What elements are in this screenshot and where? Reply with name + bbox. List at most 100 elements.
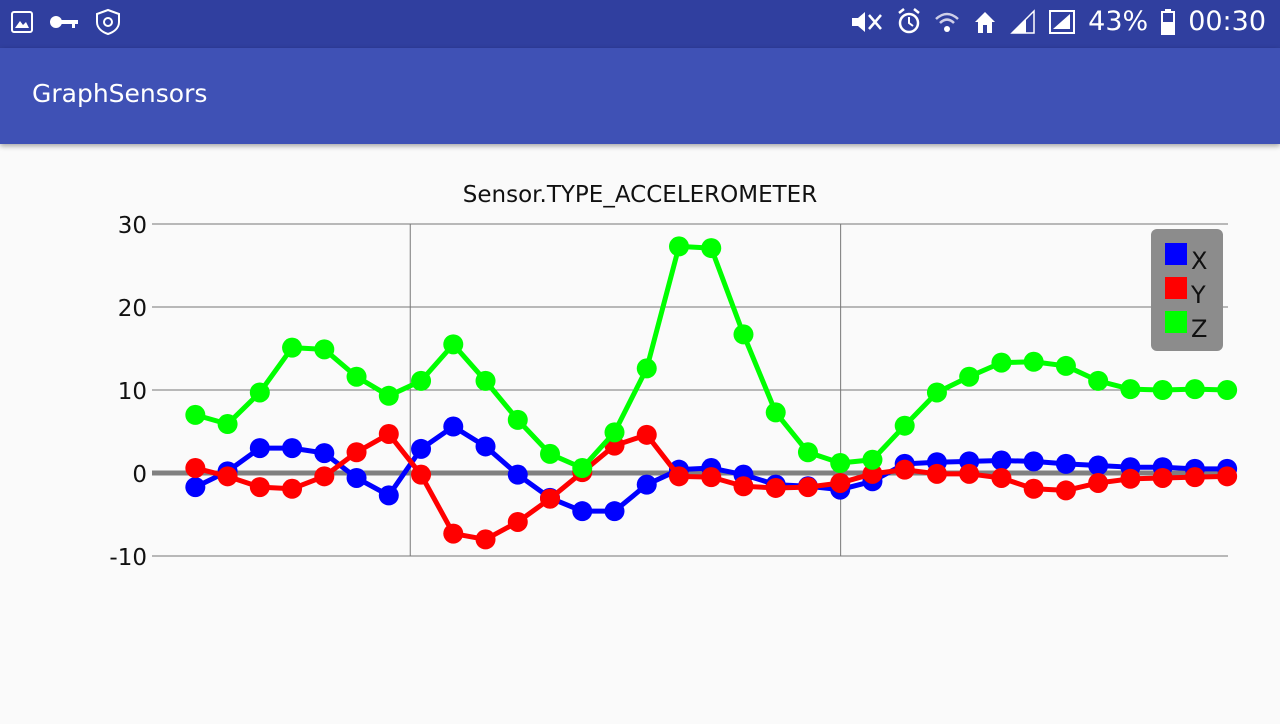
data-point (1217, 380, 1238, 400)
data-point (217, 466, 238, 487)
data-point (475, 529, 496, 550)
data-point (1023, 451, 1044, 472)
key-icon (50, 16, 78, 28)
data-point (540, 488, 561, 509)
grid (152, 223, 1228, 557)
data-point (894, 459, 915, 480)
data-point (894, 415, 915, 436)
data-point (411, 464, 432, 485)
battery-percent: 43% (1088, 6, 1149, 37)
data-point (443, 416, 464, 437)
data-point (668, 466, 689, 487)
data-point (959, 463, 980, 484)
data-point (475, 370, 496, 391)
data-point (185, 404, 206, 425)
legend-label: X (1191, 247, 1207, 275)
data-point (1055, 355, 1076, 376)
data-point (733, 476, 754, 497)
data-point (926, 382, 947, 403)
status-right-icons: 43% 00:30 (848, 6, 1266, 37)
data-point (185, 458, 206, 479)
series-z (185, 236, 1238, 479)
series-layer (185, 236, 1238, 550)
app-bar: GraphSensors (0, 48, 1280, 144)
data-point (282, 337, 303, 358)
data-point (346, 442, 367, 463)
series-y (185, 423, 1238, 550)
data-point (314, 339, 335, 360)
data-point (1023, 351, 1044, 372)
data-point (411, 438, 432, 459)
data-point (507, 464, 528, 485)
data-point (249, 438, 270, 459)
y-tick-label: 20 (118, 296, 147, 322)
data-point (668, 236, 689, 257)
series-line (194, 243, 1228, 471)
data-point (862, 463, 883, 484)
data-point (991, 352, 1012, 373)
data-point (249, 382, 270, 403)
mute-icon (852, 11, 883, 32)
data-point (959, 366, 980, 387)
alarm-icon (898, 7, 920, 33)
data-point (926, 463, 947, 484)
data-point (475, 436, 496, 457)
y-tick-label: 30 (118, 213, 147, 239)
data-point (733, 324, 754, 345)
data-point (991, 450, 1012, 471)
data-point (701, 238, 722, 259)
y-axis-labels: -10 0 10 20 30 (109, 213, 147, 571)
legend-label: Z (1191, 315, 1207, 343)
data-point (1217, 466, 1238, 487)
data-point (282, 438, 303, 459)
y-tick-label: 0 (132, 462, 147, 488)
data-point (830, 472, 851, 493)
data-point (1120, 468, 1141, 489)
data-point (411, 370, 432, 391)
data-point (185, 477, 206, 498)
data-point (797, 442, 818, 463)
data-point (572, 501, 593, 522)
data-point (1152, 380, 1173, 400)
data-point (572, 458, 593, 479)
status-left-icons (10, 8, 122, 36)
data-point (701, 467, 722, 488)
data-point (249, 477, 270, 498)
clock: 00:30 (1188, 6, 1266, 37)
battery-icon (1161, 8, 1176, 35)
vpn-shield-icon (96, 8, 120, 36)
data-point (1184, 467, 1205, 488)
data-point (765, 477, 786, 498)
app-title: GraphSensors (32, 79, 208, 108)
status-bar: 43% 00:30 (0, 0, 1280, 48)
y-tick-label: 10 (118, 379, 147, 405)
data-point (443, 334, 464, 355)
signal-icon (1010, 8, 1035, 34)
data-point (507, 511, 528, 532)
data-point (636, 424, 657, 445)
data-point (217, 414, 238, 435)
data-point (830, 453, 851, 474)
legend-swatch (1165, 243, 1187, 265)
legend-label: Y (1190, 281, 1206, 309)
data-point (636, 358, 657, 379)
data-point (314, 443, 335, 464)
home-icon (975, 11, 996, 33)
data-point (378, 485, 399, 506)
data-point (1120, 379, 1141, 400)
y-tick-label: -10 (109, 545, 147, 571)
signal-r-icon (1049, 9, 1076, 34)
data-point (1023, 478, 1044, 499)
data-point (1152, 467, 1173, 488)
data-point (282, 478, 303, 499)
data-point (1055, 480, 1076, 501)
data-point (1088, 472, 1109, 493)
data-point (540, 443, 561, 464)
data-point (507, 409, 528, 430)
accelerometer-chart: Sensor.TYPE_ACCELEROMETER -10 0 10 20 30 XYZ (109, 182, 1238, 571)
legend-swatch (1165, 277, 1187, 299)
data-point (1055, 453, 1076, 474)
image-icon (11, 11, 33, 33)
data-point (797, 477, 818, 498)
